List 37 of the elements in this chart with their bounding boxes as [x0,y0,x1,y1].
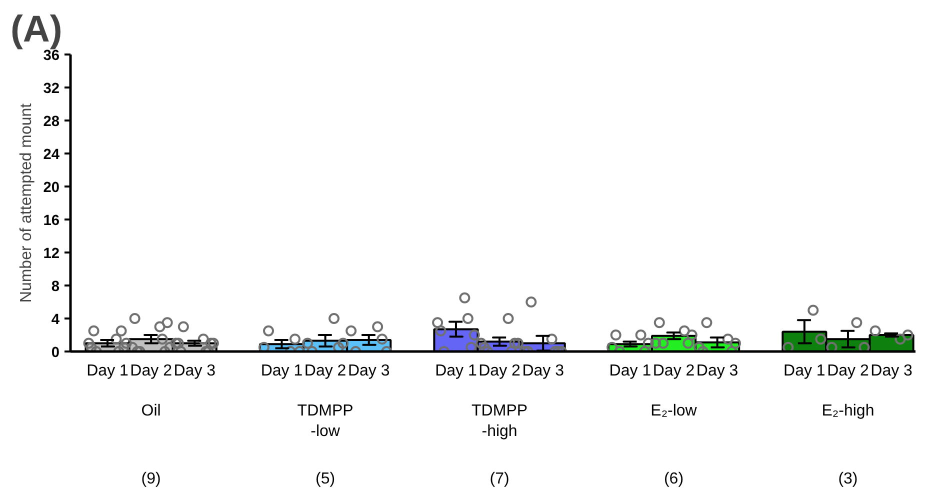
y-tick-label: 36 [43,48,60,64]
y-tick-label: 0 [51,345,60,361]
y-axis-title: Number of attempted mount [18,102,36,303]
text: (5) [316,470,336,488]
chart-title: (A) [10,8,62,50]
y-tick-label: 24 [43,147,60,163]
x-tick-label: Day 3 [174,362,216,380]
text: E₂-high [822,402,874,420]
x-tick-label: Day 3 [522,362,564,380]
y-tick-label: 28 [43,114,60,130]
x-tick-label: Day 2 [304,362,346,380]
x-tick-label: Day 2 [478,362,521,380]
x-tick-label: Day 3 [870,362,913,380]
x-tick-label: Day 1 [260,362,303,380]
text: (3) [838,470,858,488]
x-tick-label: Day 3 [696,362,738,380]
x-tick-label: Day 2 [652,362,695,380]
text: TDMPP -high [472,402,528,440]
text: Oil [141,402,161,420]
y-tick-label: 8 [51,279,60,295]
y-tick-label: 32 [43,81,60,97]
text: E₂-low [650,402,698,420]
x-tick-label: Day 1 [435,362,477,380]
y-tick-label: 4 [51,312,60,328]
text: (6) [664,470,684,488]
x-tick-label: Day 2 [827,362,869,380]
x-tick-label: Day 3 [348,362,390,380]
y-tick-label: 12 [43,246,60,262]
y-tick-label: 20 [43,180,60,196]
x-tick-label: Day 1 [609,362,652,380]
x-tick-label: Day 1 [784,362,826,380]
text: (7) [490,470,510,488]
text: TDMPP -low [297,402,354,440]
y-tick-label: 16 [43,213,60,229]
text: (9) [141,470,161,488]
x-tick-label: Day 1 [86,362,129,380]
x-tick-label: Day 2 [130,362,172,380]
